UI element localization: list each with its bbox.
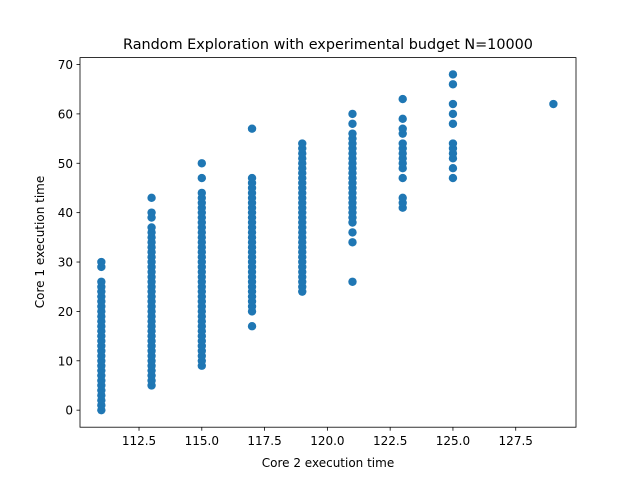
scatter-point (398, 114, 407, 124)
scatter-point (97, 257, 106, 267)
scatter-point (298, 139, 307, 148)
scatter-point (398, 94, 407, 104)
scatter-point (348, 238, 357, 247)
scatter-point (448, 99, 458, 109)
x-tick-label: 115.0 (185, 434, 219, 448)
x-tick-label: 127.5 (499, 434, 533, 448)
scatter-point (197, 188, 207, 198)
scatter-point (398, 173, 407, 183)
y-tick-label: 20 (58, 305, 73, 319)
scatter-point (348, 228, 357, 237)
y-axis-label: Core 1 execution time (33, 176, 47, 308)
x-tick-label: 125.0 (436, 434, 470, 448)
scatter-point (448, 119, 458, 128)
x-tick-label: 117.5 (247, 434, 281, 448)
scatter-point (398, 193, 407, 203)
scatter-point (247, 124, 257, 133)
scatter-point (197, 159, 207, 168)
scatter-point (448, 70, 458, 79)
scatter-point (448, 164, 458, 173)
scatter-point (448, 139, 458, 148)
scatter-point (147, 208, 156, 217)
scatter-point (348, 129, 357, 138)
y-tick-label: 70 (58, 58, 73, 72)
y-tick-label: 50 (58, 157, 73, 171)
x-axis-label: Core 2 execution time (262, 456, 394, 470)
scatter-point (348, 277, 357, 286)
scatter-point (97, 277, 106, 286)
x-tick-label: 112.5 (122, 434, 156, 448)
scatter-point (448, 80, 458, 89)
scatter-point (348, 109, 357, 119)
x-tick-label: 120.0 (310, 434, 344, 448)
plot-area (97, 70, 558, 415)
scatter-point (147, 193, 156, 203)
axes-frame (79, 57, 577, 428)
scatter-point (247, 173, 257, 183)
y-tick-label: 40 (58, 206, 73, 220)
x-tick-label: 122.5 (373, 434, 407, 448)
scatter-point (247, 322, 257, 331)
scatter-point (348, 119, 357, 128)
y-tick-label: 30 (58, 256, 73, 270)
scatter-point (398, 124, 407, 133)
scatter-point (398, 139, 407, 148)
scatter-point (147, 223, 156, 232)
scatter-point (549, 99, 558, 109)
scatter-point (448, 173, 458, 183)
scatter-point (197, 173, 207, 183)
scatter-point (448, 109, 458, 119)
y-tick-label: 10 (58, 354, 73, 368)
y-tick-label: 0 (65, 404, 73, 418)
chart-title: Random Exploration with experimental bud… (123, 37, 533, 53)
y-tick-label: 60 (58, 107, 73, 121)
